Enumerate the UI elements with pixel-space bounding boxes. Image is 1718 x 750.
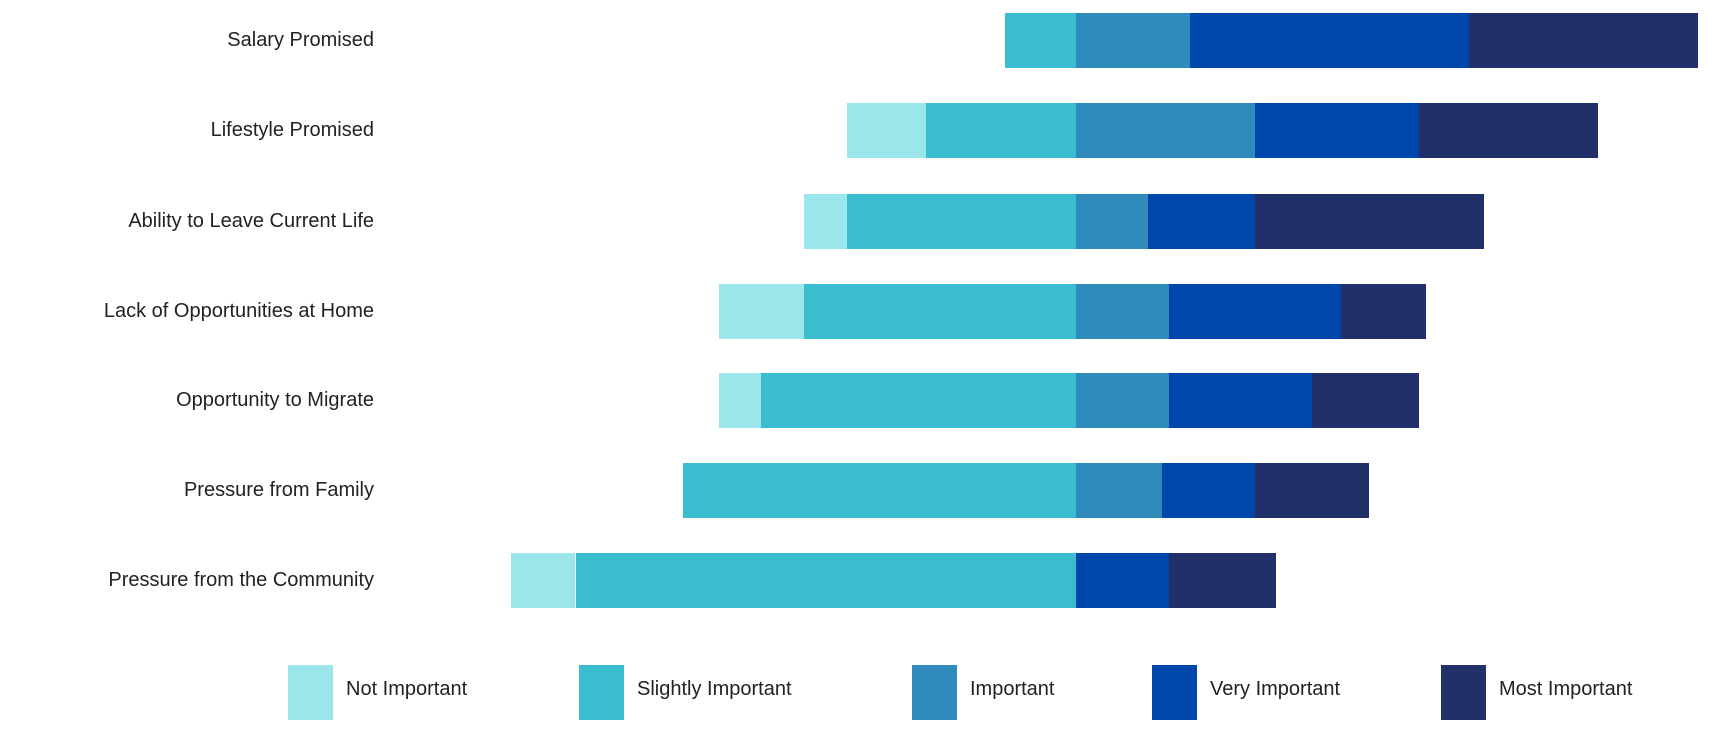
bar-segment [1076,463,1162,518]
bar-segment [575,553,1076,608]
bar-segment [925,103,1076,158]
bar-segment [1168,553,1277,608]
category-label: Opportunity to Migrate [176,389,374,411]
category-label: Lack of Opportunities at Home [103,300,374,322]
bar-segment [1076,553,1169,608]
bar-segment [1311,373,1420,428]
bar-segment [718,373,762,428]
bar-segment [1254,103,1420,158]
legend-label: Not Important [346,678,468,700]
legend-swatch [912,665,957,720]
legend-swatch [1152,665,1197,720]
category-label: Pressure from the Community [108,569,374,591]
legend-label: Slightly Important [637,678,792,700]
category-label: Pressure from Family [183,479,374,501]
bar-segment [1168,373,1312,428]
bar-segment [804,194,848,249]
bar-segment [1168,284,1341,339]
bar-segment [682,463,1076,518]
legend-swatch [288,665,333,720]
category-label: Lifestyle Promised [210,119,374,141]
bar-segment [1190,13,1470,68]
legend-label: Most Important [1499,678,1633,700]
category-label: Ability to Leave Current Life [128,210,374,232]
bar-segment [761,373,1076,428]
bar-segment [718,284,805,339]
bar-segment [847,103,926,158]
bar-segment [1076,103,1255,158]
bar-segment [1076,373,1169,428]
bar-segment [1469,13,1699,68]
bar-segment [1254,463,1370,518]
bar-segment [1147,194,1255,249]
bar-segment [1419,103,1598,158]
bar-segment [1161,463,1255,518]
bar-segment [847,194,1076,249]
bar-segment [1004,13,1076,68]
bar-segment [1254,194,1484,249]
bar-segment [804,284,1076,339]
legend-swatch [579,665,624,720]
legend-label: Very Important [1210,678,1341,700]
bar-segment [1076,284,1169,339]
bar-segment [511,553,576,608]
category-label: Salary Promised [227,29,374,51]
legend-label: Important [970,678,1055,700]
bar-segment [1076,194,1148,249]
bar-segment [1340,284,1427,339]
bar-segment [1076,13,1191,68]
legend-swatch [1441,665,1486,720]
